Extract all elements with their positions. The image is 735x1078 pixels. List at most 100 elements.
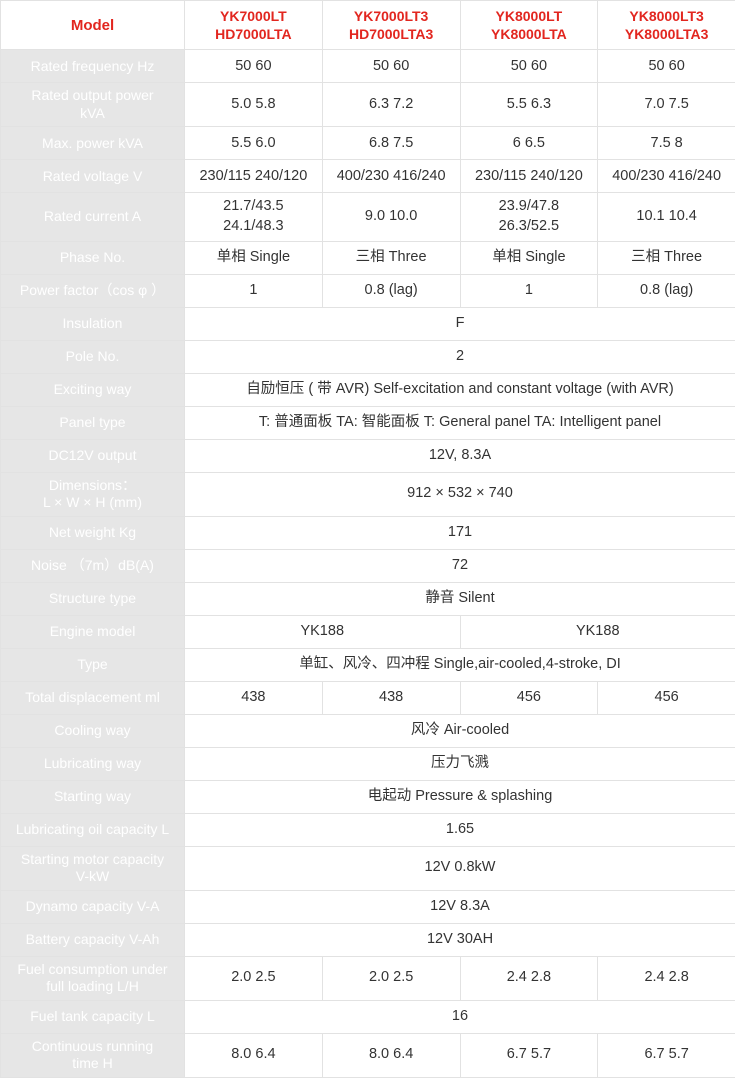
cell: 1: [185, 274, 323, 307]
cell: 1: [460, 274, 598, 307]
table-row: Rated output powerkVA5.0 5.86.3 7.25.5 6…: [1, 83, 735, 127]
cell: 50 60: [460, 50, 598, 83]
table-row: Battery capacity V-Ah12V 30AH: [1, 923, 735, 956]
row-label: Lubricating oil capacity L: [1, 813, 185, 846]
cell: 456: [598, 681, 735, 714]
cell: 400/230 416/240: [322, 160, 460, 193]
row-label: Rated current A: [1, 193, 185, 241]
cell-span: 自励恒压 ( 带 AVR) Self-excitation and consta…: [185, 373, 735, 406]
table-row: Max. power kVA5.5 6.06.8 7.56 6.57.5 8: [1, 127, 735, 160]
table-row: Lubricating oil capacity L1.65: [1, 813, 735, 846]
row-label: Cooling way: [1, 714, 185, 747]
row-label: DC12V output: [1, 439, 185, 472]
spec-table: Model YK7000LTHD7000LTA YK7000LT3HD7000L…: [0, 0, 735, 1078]
cell: 400/230 416/240: [598, 160, 735, 193]
table-row: Structure type静音 Silent: [1, 582, 735, 615]
cell: 单相 Single: [460, 241, 598, 274]
table-row: Dynamo capacity V-A12V 8.3A: [1, 890, 735, 923]
table-row: Starting way电起动 Pressure & splashing: [1, 780, 735, 813]
header-col-1: YK7000LT3HD7000LTA3: [322, 1, 460, 50]
table-row: Starting motor capacityV-kW12V 0.8kW: [1, 846, 735, 890]
cell: 2.4 2.8: [598, 956, 735, 1000]
row-label: Continuous runningtime H: [1, 1033, 185, 1077]
row-label: Lubricating way: [1, 747, 185, 780]
cell: 21.7/43.524.1/48.3: [185, 193, 323, 241]
cell-span: 912 × 532 × 740: [185, 472, 735, 516]
header-col-3: YK8000LT3YK8000LTA3: [598, 1, 735, 50]
cell: 9.0 10.0: [322, 193, 460, 241]
table-row: Panel typeT: 普通面板 TA: 智能面板 T: General pa…: [1, 406, 735, 439]
row-label: Starting motor capacityV-kW: [1, 846, 185, 890]
cell-span: F: [185, 307, 735, 340]
cell-span: 12V 0.8kW: [185, 846, 735, 890]
cell-span: 压力飞溅: [185, 747, 735, 780]
cell: 50 60: [322, 50, 460, 83]
cell-span: 电起动 Pressure & splashing: [185, 780, 735, 813]
cell-span: 16: [185, 1000, 735, 1033]
row-label: Dynamo capacity V-A: [1, 890, 185, 923]
table-row: Rated current A21.7/43.524.1/48.39.0 10.…: [1, 193, 735, 241]
row-label: Phase No.: [1, 241, 185, 274]
row-label: Starting way: [1, 780, 185, 813]
row-label: Pole No.: [1, 340, 185, 373]
cell-span: 风冷 Air-cooled: [185, 714, 735, 747]
table-row: Net weight Kg171: [1, 516, 735, 549]
cell-span: 171: [185, 516, 735, 549]
table-row: Engine modelYK188YK188: [1, 615, 735, 648]
row-label: Dimensions：L × W × H (mm): [1, 472, 185, 516]
cell: 0.8 (lag): [322, 274, 460, 307]
table-row: Rated frequency Hz50 6050 6050 6050 60: [1, 50, 735, 83]
table-row: DC12V output12V, 8.3A: [1, 439, 735, 472]
cell: 5.5 6.0: [185, 127, 323, 160]
header-col-2: YK8000LTYK8000LTA: [460, 1, 598, 50]
cell: 438: [185, 681, 323, 714]
row-label: Panel type: [1, 406, 185, 439]
cell-span: T: 普通面板 TA: 智能面板 T: General panel TA: In…: [185, 406, 735, 439]
cell: 6.8 7.5: [322, 127, 460, 160]
cell: 230/115 240/120: [460, 160, 598, 193]
header-model: Model: [1, 1, 185, 50]
cell: 438: [322, 681, 460, 714]
table-row: Noise （7m）dB(A)72: [1, 549, 735, 582]
cell: 456: [460, 681, 598, 714]
row-label: Engine model: [1, 615, 185, 648]
row-label: Rated output powerkVA: [1, 83, 185, 127]
row-label: Total displacement ml: [1, 681, 185, 714]
table-row: Pole No.2: [1, 340, 735, 373]
table-row: Exciting way自励恒压 ( 带 AVR) Self-excitatio…: [1, 373, 735, 406]
cell: 0.8 (lag): [598, 274, 735, 307]
cell: 6.3 7.2: [322, 83, 460, 127]
cell: 三相 Three: [322, 241, 460, 274]
table-row: Fuel consumption underfull loading L/H2.…: [1, 956, 735, 1000]
cell: 三相 Three: [598, 241, 735, 274]
cell: 2.0 2.5: [185, 956, 323, 1000]
cell-span: 单缸、风冷、四冲程 Single,air-cooled,4-stroke, DI: [185, 648, 735, 681]
table-row: Lubricating way压力飞溅: [1, 747, 735, 780]
table-row: Phase No.单相 Single三相 Three单相 Single三相 Th…: [1, 241, 735, 274]
row-label: Insulation: [1, 307, 185, 340]
cell-span: 12V 30AH: [185, 923, 735, 956]
cell: 8.0 6.4: [322, 1033, 460, 1077]
cell-span: 12V 8.3A: [185, 890, 735, 923]
cell: 230/115 240/120: [185, 160, 323, 193]
table-row: Power factor（cos φ ）10.8 (lag)10.8 (lag): [1, 274, 735, 307]
row-label: Power factor（cos φ ）: [1, 274, 185, 307]
cell-span: 1.65: [185, 813, 735, 846]
cell: 6.7 5.7: [598, 1033, 735, 1077]
table-row: Rated voltage V230/115 240/120400/230 41…: [1, 160, 735, 193]
cell: 50 60: [598, 50, 735, 83]
row-label: Fuel consumption underfull loading L/H: [1, 956, 185, 1000]
cell: 6.7 5.7: [460, 1033, 598, 1077]
cell: 23.9/47.826.3/52.5: [460, 193, 598, 241]
header-row: Model YK7000LTHD7000LTA YK7000LT3HD7000L…: [1, 1, 735, 50]
cell-half: YK188: [460, 615, 735, 648]
table-row: Type单缸、风冷、四冲程 Single,air-cooled,4-stroke…: [1, 648, 735, 681]
table-row: Continuous runningtime H8.0 6.48.0 6.46.…: [1, 1033, 735, 1077]
table-row: Total displacement ml438438456456: [1, 681, 735, 714]
row-label: Battery capacity V-Ah: [1, 923, 185, 956]
spec-body: Rated frequency Hz50 6050 6050 6050 60Ra…: [1, 50, 735, 1077]
cell: 6 6.5: [460, 127, 598, 160]
cell-span: 2: [185, 340, 735, 373]
cell: 单相 Single: [185, 241, 323, 274]
row-label: Type: [1, 648, 185, 681]
